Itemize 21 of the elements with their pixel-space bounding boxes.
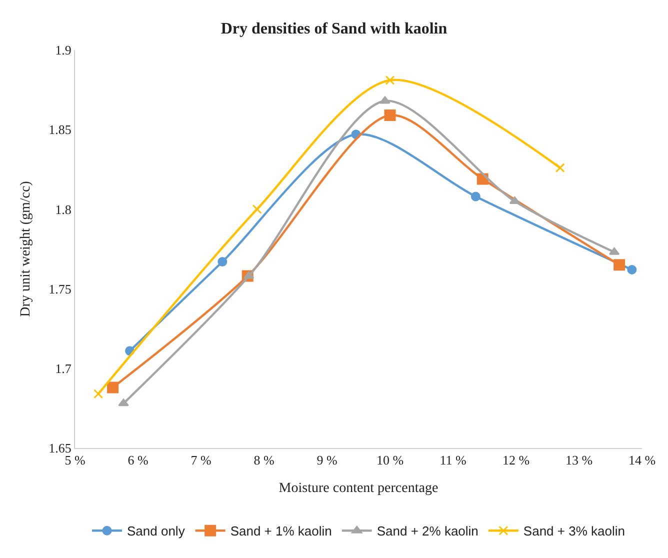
chart-title: Dry densities of Sand with kaolin [220, 20, 448, 38]
x-axis-title: Moisture content percentage [278, 480, 438, 496]
x-tick-label: 12 % [502, 452, 530, 468]
x-tick-label: 9 % [316, 452, 338, 468]
y-tick-label: 1.85 [48, 122, 72, 138]
legend-label: Sand only [127, 524, 186, 539]
y-tick-label: 1.75 [48, 281, 72, 296]
legend-label: Sand + 3% kaolin [523, 524, 625, 539]
x-tick-label: 7 % [190, 452, 212, 468]
legend-label: Sand + 1% kaolin [230, 524, 332, 539]
x-tick-label: 8 % [254, 452, 274, 468]
x-tick-label: 11 % [440, 452, 466, 468]
x-tick-label: 6 % [128, 452, 148, 468]
x-tick-label: 10 % [376, 452, 404, 468]
x-tick-label: 13 % [565, 452, 593, 468]
y-axis-title: Dry unit weight (gm/cc) [18, 180, 34, 317]
legend-label: Sand + 2% kaolin [376, 524, 478, 539]
y-tick-label: 1.7 [55, 360, 72, 376]
x-tick-label: 14 % [628, 452, 656, 468]
y-tick-label: 1.8 [55, 202, 72, 217]
y-tick-label: 1.9 [55, 42, 72, 58]
